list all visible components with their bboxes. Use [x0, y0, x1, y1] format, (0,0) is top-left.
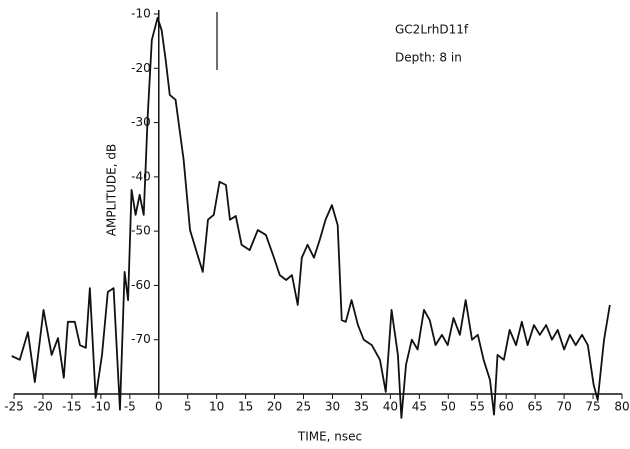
y-tick-label: -70: [131, 332, 151, 346]
x-tick-label: 60: [499, 400, 514, 414]
x-tick-label: -5: [124, 400, 136, 414]
annotation: GC2LrhD11f: [395, 23, 469, 37]
x-tick-label: 10: [209, 400, 224, 414]
x-tick-label: 45: [412, 400, 427, 414]
x-tick-label: 65: [528, 400, 543, 414]
x-tick-label: 5: [184, 400, 192, 414]
x-axis-label: TIME, nsec: [297, 430, 362, 444]
x-tick-label: -20: [33, 400, 53, 414]
x-tick-label: 80: [614, 400, 629, 414]
x-tick-label: 55: [470, 400, 485, 414]
x-tick-label: -10: [91, 400, 111, 414]
annotation: Depth: 8 in: [395, 51, 462, 65]
x-tick-label: 75: [585, 400, 600, 414]
x-tick-label: 30: [325, 400, 340, 414]
x-tick-label: 40: [383, 400, 398, 414]
x-tick-label: 50: [441, 400, 456, 414]
x-tick-label: -25: [4, 400, 24, 414]
x-tick-label: 25: [296, 400, 311, 414]
x-tick-label: 70: [556, 400, 571, 414]
y-tick-label: -40: [131, 169, 151, 183]
x-tick-label: 15: [238, 400, 253, 414]
y-tick-label: -60: [131, 278, 151, 292]
x-tick-label: 0: [155, 400, 163, 414]
x-tick-label: 35: [354, 400, 369, 414]
y-axis-label: AMPLITUDE, dB: [105, 144, 119, 236]
y-tick-label: -10: [131, 7, 151, 21]
y-tick-label: -30: [131, 115, 151, 129]
x-tick-label: -15: [62, 400, 82, 414]
y-tick-label: -20: [131, 61, 151, 75]
y-tick-label: -50: [131, 224, 151, 238]
data-line: [11, 16, 611, 419]
x-tick-label: 20: [267, 400, 282, 414]
